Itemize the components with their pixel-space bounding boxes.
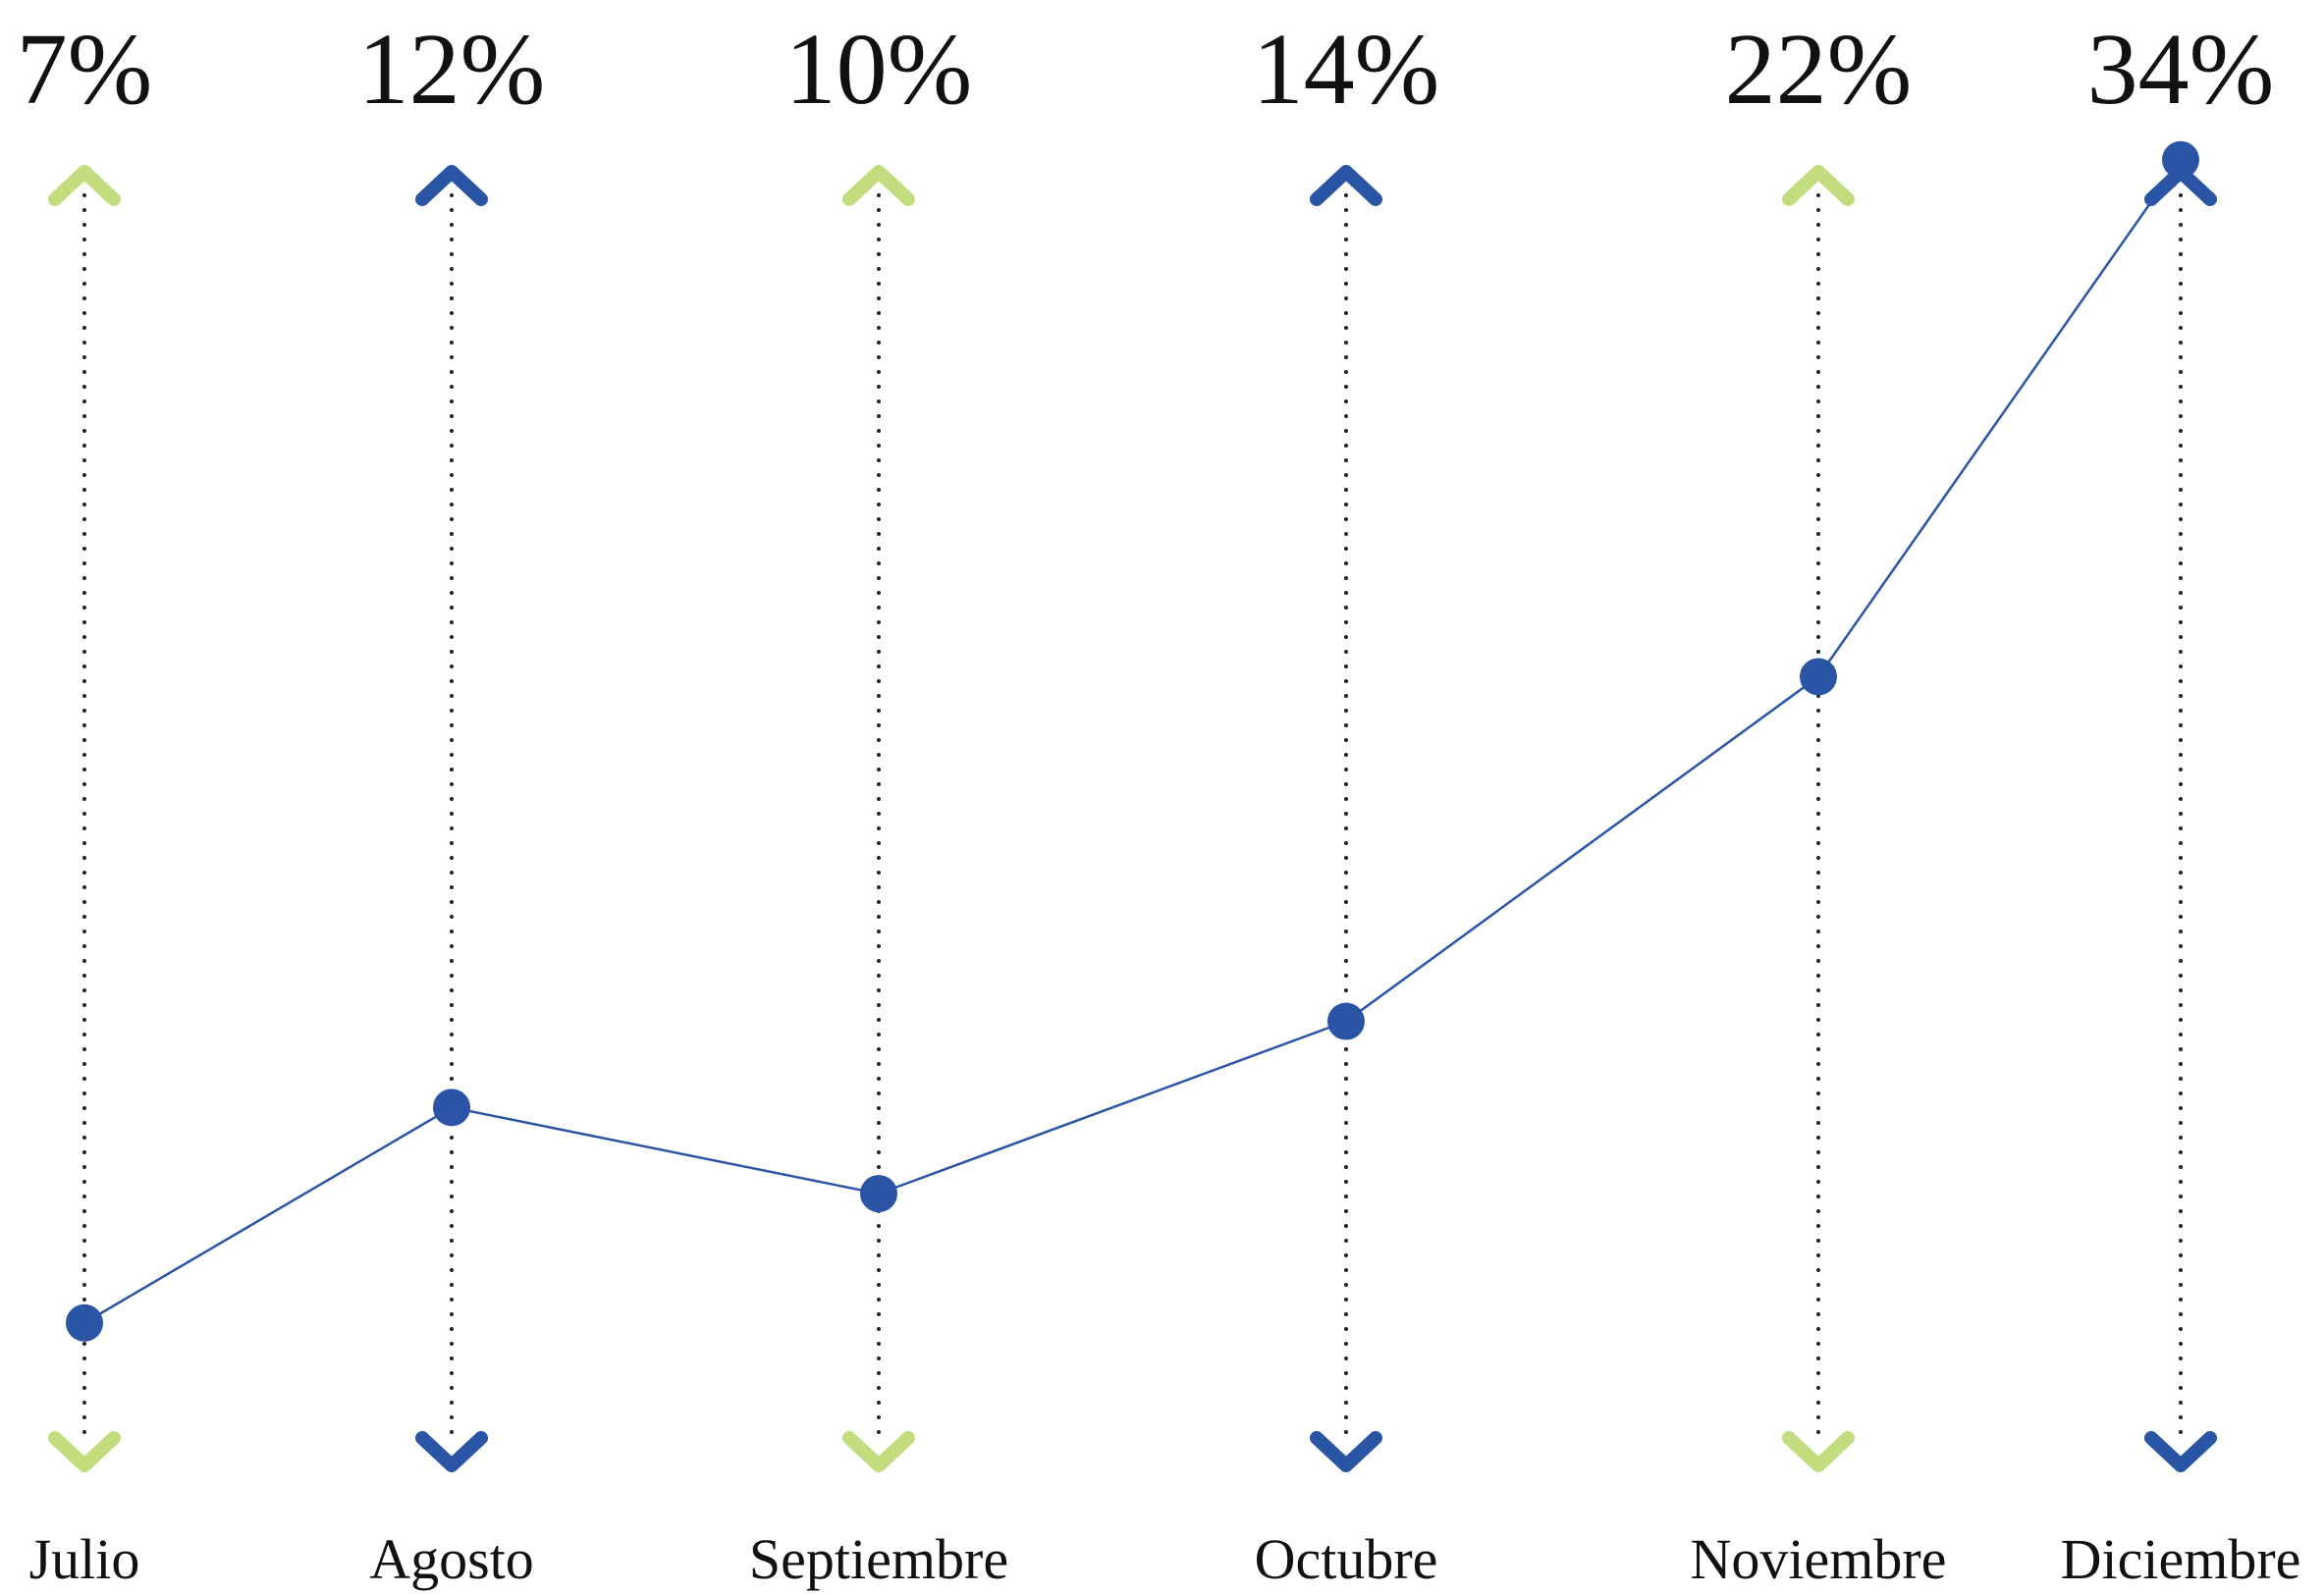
arrow-down <box>415 1431 488 1472</box>
category-label: Noviembre <box>1691 1527 1947 1591</box>
arrow-down <box>1782 1431 1855 1472</box>
arrow-up <box>842 165 915 206</box>
category-label: Agosto <box>369 1527 534 1591</box>
arrow-down <box>1310 1431 1382 1472</box>
category-label: Octubre <box>1255 1527 1438 1591</box>
arrow-up <box>415 165 488 206</box>
value-label: 7% <box>17 13 153 126</box>
line <box>83 159 2183 1324</box>
arrow-up <box>1310 165 1382 206</box>
value-label: 34% <box>2087 13 2275 126</box>
arrow-up <box>1782 165 1855 206</box>
point <box>1327 1002 1365 1040</box>
value-label: 12% <box>358 13 546 126</box>
arrow-down <box>48 1431 121 1472</box>
point <box>860 1175 897 1213</box>
arrow-up <box>48 165 121 206</box>
point <box>1800 658 1837 696</box>
point <box>2162 140 2199 179</box>
category-label: Julio <box>29 1527 140 1591</box>
value-label: 10% <box>785 13 973 126</box>
category-label: Septiembre <box>749 1527 1008 1591</box>
arrow-down <box>842 1431 915 1472</box>
point <box>433 1089 470 1127</box>
point <box>66 1303 103 1342</box>
category-label: Diciembre <box>2061 1527 2301 1591</box>
arrow-down <box>2144 1431 2217 1472</box>
value-label: 14% <box>1253 13 1440 126</box>
value-label: 22% <box>1725 13 1913 126</box>
